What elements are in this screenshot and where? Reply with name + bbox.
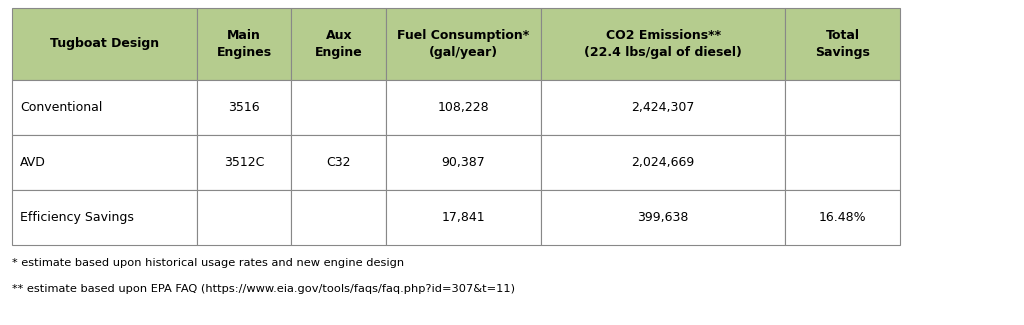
Text: Conventional: Conventional [20,101,102,114]
Bar [541,135,785,190]
Text: 399,638: 399,638 [638,211,689,224]
Bar [541,190,785,245]
Bar [386,8,541,80]
Text: Tugboat Design: Tugboat Design [50,37,159,50]
Bar [292,80,386,135]
Bar [12,8,197,80]
Bar [292,190,386,245]
Bar [197,80,292,135]
Text: 2,024,669: 2,024,669 [632,156,695,169]
Bar [541,8,785,80]
Bar [541,80,785,135]
Bar [12,135,197,190]
Bar [386,80,541,135]
Text: 16.48%: 16.48% [819,211,866,224]
Bar [785,135,900,190]
Bar [785,190,900,245]
Bar [197,8,292,80]
Text: 2,424,307: 2,424,307 [632,101,695,114]
Text: * estimate based upon historical usage rates and new engine design: * estimate based upon historical usage r… [12,258,404,268]
Bar [12,80,197,135]
Text: Efficiency Savings: Efficiency Savings [20,211,134,224]
Text: 17,841: 17,841 [441,211,485,224]
Text: AVD: AVD [20,156,46,169]
Text: ** estimate based upon EPA FAQ (https://www.eia.gov/tools/faqs/faq.php?id=307&t=: ** estimate based upon EPA FAQ (https://… [12,284,515,294]
Text: Fuel Consumption*
(gal/year): Fuel Consumption* (gal/year) [397,29,529,59]
Bar [12,190,197,245]
Text: Main
Engines: Main Engines [216,29,271,59]
Text: C32: C32 [327,156,351,169]
Bar [785,80,900,135]
Bar [292,135,386,190]
Bar [785,8,900,80]
Text: Aux
Engine: Aux Engine [315,29,362,59]
Text: Total
Savings: Total Savings [815,29,870,59]
Bar [197,190,292,245]
Bar [386,135,541,190]
Text: 3516: 3516 [228,101,260,114]
Text: 3512C: 3512C [224,156,264,169]
Bar [197,135,292,190]
Text: 90,387: 90,387 [441,156,485,169]
Bar [292,8,386,80]
Text: 108,228: 108,228 [438,101,489,114]
Bar [386,190,541,245]
Text: CO2 Emissions**
(22.4 lbs/gal of diesel): CO2 Emissions** (22.4 lbs/gal of diesel) [585,29,742,59]
